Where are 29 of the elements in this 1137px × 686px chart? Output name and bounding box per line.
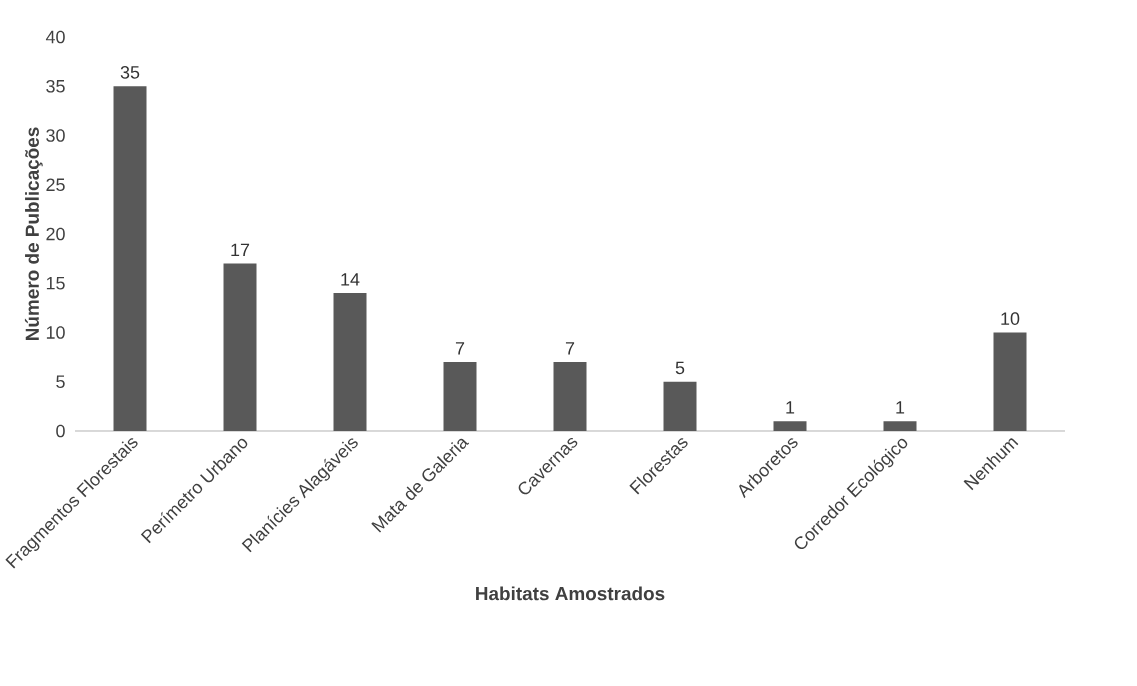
y-tick-label: 25 (46, 178, 65, 192)
bar (223, 263, 257, 431)
y-tick-label: 20 (46, 227, 65, 241)
data-label: 7 (455, 342, 465, 355)
bar (993, 332, 1027, 431)
data-label: 14 (341, 273, 360, 286)
data-label: 35 (120, 66, 140, 79)
data-label: 5 (675, 361, 685, 375)
y-tick-label: 30 (46, 129, 65, 142)
y-tick-label: 15 (46, 276, 65, 290)
bar (663, 381, 697, 431)
y-tick-label: 5 (56, 375, 65, 388)
x-axis-title: Habitats Amostrados (476, 586, 665, 601)
bar (443, 362, 477, 431)
data-label: 10 (1001, 312, 1020, 325)
y-tick-label: 10 (46, 326, 65, 339)
data-label: 1 (786, 401, 795, 414)
data-label: 7 (565, 342, 575, 355)
y-tick-label: 35 (46, 79, 65, 93)
data-label: 1 (896, 401, 905, 414)
bar (553, 362, 587, 431)
bar (773, 421, 807, 431)
bar (113, 86, 147, 431)
bar (333, 293, 367, 431)
y-tick-label: 40 (45, 30, 65, 44)
y-axis-title: Número de Publicações (24, 127, 43, 341)
data-label: 17 (231, 243, 250, 257)
y-tick-label: 0 (56, 424, 65, 438)
bar (883, 421, 917, 431)
